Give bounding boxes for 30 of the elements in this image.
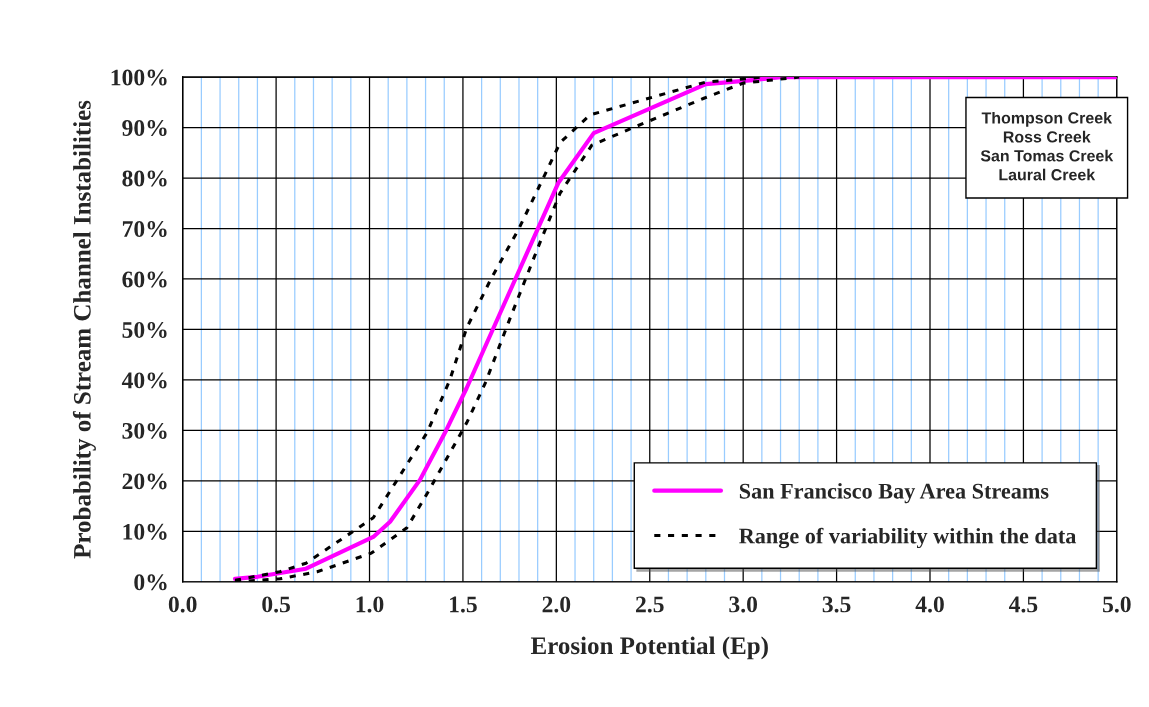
annotation: San Tomas Creek <box>980 149 1114 162</box>
x-tick-label: 3.0 <box>729 596 758 613</box>
annotation: Ross Creek <box>1003 130 1091 143</box>
x-tick-label: 3.5 <box>822 596 851 613</box>
x-axis-title: Erosion Potential (Ep) <box>530 636 768 660</box>
y-tick-label: 0% <box>134 574 167 591</box>
y-tick-label: 70% <box>122 220 167 237</box>
x-tick-label: 1.0 <box>356 596 384 613</box>
y-tick-label: 90% <box>122 120 167 137</box>
x-tick-label: 4.0 <box>915 596 944 613</box>
y-tick-label: 20% <box>122 473 167 490</box>
x-tick-label: 5.0 <box>1103 596 1131 613</box>
x-tick-label: 0.0 <box>168 596 197 613</box>
y-tick-label: 60% <box>122 271 167 288</box>
x-tick-label: 2.0 <box>542 596 571 613</box>
legend-label: San Francisco Bay Area Streams <box>739 483 1049 504</box>
y-tick-label: 80% <box>122 170 167 187</box>
x-tick-label: 4.5 <box>1008 596 1038 613</box>
y-tick-label: 100% <box>111 69 167 86</box>
y-tick-label: 10% <box>123 523 167 540</box>
x-tick-label: 1.5 <box>450 596 477 613</box>
y-tick-label: 40% <box>121 372 167 389</box>
annotation: Laural Creek <box>999 168 1096 181</box>
y-tick-label: 30% <box>122 422 167 439</box>
annotation: Thompson Creek <box>981 111 1113 127</box>
y-tick-label: 50% <box>122 321 167 338</box>
legend-label: Range of variability within the data <box>739 527 1077 549</box>
x-tick-label: 0.5 <box>262 596 290 613</box>
x-tick-label: 2.5 <box>635 596 664 613</box>
y-axis-title: Probability of Stream Channel Instabilities <box>72 100 96 559</box>
